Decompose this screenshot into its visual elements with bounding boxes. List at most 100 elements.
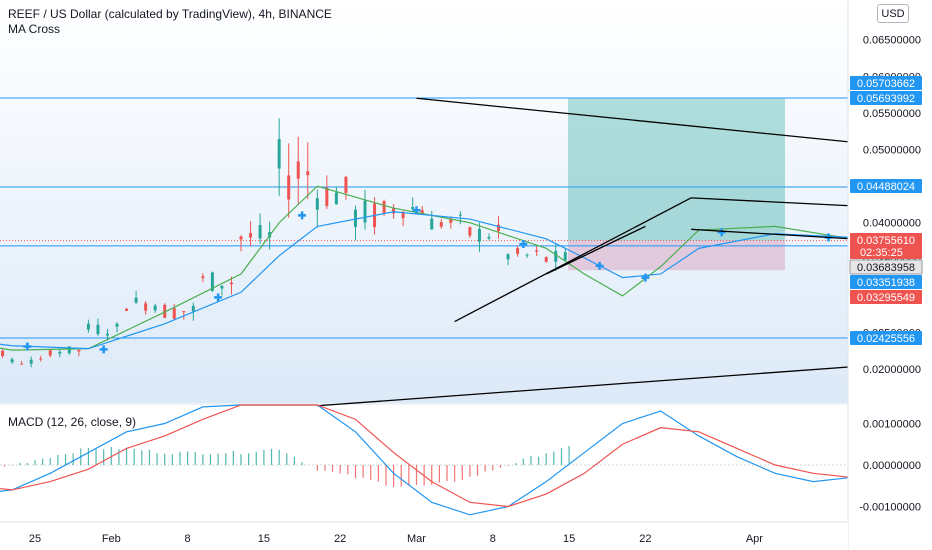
macd-histogram-bar [499, 465, 502, 468]
ma-cross-marker [641, 273, 650, 282]
macd-histogram-bar [255, 451, 257, 465]
macd-histogram-bar [370, 465, 372, 481]
macd-tick-label: -0.00100000 [859, 502, 921, 514]
macd-legend: MACD (12, 26, close, 9) [8, 415, 137, 429]
macd-histogram-bar [408, 465, 410, 486]
candle-body [220, 285, 224, 289]
macd-histogram-bar [26, 463, 28, 465]
macd-histogram-bar [156, 453, 158, 465]
candle-body [39, 358, 43, 360]
candle-body [401, 211, 405, 219]
trend-line [691, 228, 932, 245]
macd-histogram-bar [164, 453, 166, 465]
candle-body [563, 252, 567, 261]
candle-body [277, 139, 281, 169]
macd-histogram-bar [209, 454, 212, 465]
ma-cross-legend: MA Cross [8, 22, 61, 36]
candle-body [10, 359, 14, 363]
candles [1, 118, 567, 368]
candle-body [497, 224, 501, 232]
countdown-label: 02:35:25 [860, 247, 903, 259]
macd-histogram-bar [400, 465, 402, 487]
macd-histogram-bar [446, 465, 448, 482]
price-axis[interactable]: 0.020000000.025000000.030000000.03500000… [847, 0, 932, 550]
macd-histogram-bar [545, 453, 547, 465]
price-tag [850, 331, 922, 345]
candle-body [382, 201, 386, 213]
macd-histogram-bar [377, 465, 379, 482]
price-tag-label: 0.05693992 [857, 93, 915, 105]
candle-body [115, 323, 119, 327]
time-tick-label: 15 [563, 533, 575, 545]
trend-line [691, 197, 932, 211]
candle-body [544, 257, 548, 262]
macd-histogram-bar [194, 452, 196, 465]
macd-histogram-bar [553, 451, 555, 465]
time-axis[interactable]: 25 Feb 8 15 22 Mar 8 15 22 Apr [0, 521, 848, 550]
plot-background [0, 0, 848, 405]
candle-body [487, 236, 491, 239]
macd-histogram-bar [454, 465, 456, 482]
macd-histogram-bar [263, 449, 265, 465]
candle-body [334, 192, 338, 205]
candle-body [439, 222, 443, 227]
currency-button[interactable]: USD [877, 4, 909, 23]
macd-histogram-bar [125, 447, 128, 465]
candle-body [392, 208, 396, 214]
macd-histogram-bar [118, 449, 120, 465]
candle-body [420, 210, 424, 215]
trend-lines[interactable] [317, 97, 932, 407]
candle-body [344, 176, 348, 193]
candle-body [20, 363, 24, 365]
ma-cross-marker [412, 206, 421, 215]
price-tick-label: 0.02000000 [863, 364, 921, 376]
macd-histogram-bar [3, 465, 6, 467]
time-tick-label: Feb [102, 533, 121, 545]
macd-histogram-bar [469, 465, 471, 477]
ma-cross-marker [23, 342, 32, 351]
time-tick-label: 22 [334, 533, 346, 545]
macd-histogram-bar [522, 458, 524, 465]
ma-cross-marker [214, 293, 223, 302]
candle-body [86, 323, 90, 330]
macd-histogram-bar [148, 449, 151, 465]
macd-histogram-bar [507, 465, 509, 466]
macd-histogram-bar [530, 456, 532, 465]
candle-body [325, 187, 329, 206]
macd-histogram-bar [110, 446, 112, 465]
macd-histogram-bar [537, 456, 540, 465]
candle-body [29, 359, 33, 364]
macd-tick-label: 0.00100000 [863, 419, 921, 431]
macd-histogram-bar [362, 465, 364, 478]
price-tag [850, 179, 922, 193]
candle-body [525, 254, 529, 256]
macd-histogram-bar [141, 450, 143, 465]
macd-histogram-bar [560, 448, 563, 465]
ma-cross-marker [298, 211, 307, 220]
candle-body [96, 324, 100, 335]
candle-body [477, 228, 481, 242]
candle-body [535, 250, 539, 252]
candle-body [125, 308, 129, 311]
macd-line-macd [0, 404, 852, 516]
macd-tick-label: 0.00000000 [863, 460, 921, 472]
candle-body [48, 350, 52, 356]
time-tick-label: 25 [29, 533, 41, 545]
macd-histogram-bar [87, 447, 90, 465]
price-tag [850, 290, 922, 304]
macd-histogram-bar [415, 465, 418, 485]
macd-histogram-bar [64, 454, 67, 465]
time-tick-label: 8 [490, 533, 496, 545]
macd-histogram-bar [568, 445, 570, 465]
time-axis-bg [0, 522, 848, 550]
candle-body [229, 282, 233, 285]
price-tag [850, 275, 922, 289]
macd-histogram-bar [324, 465, 326, 471]
candle-body [249, 233, 253, 238]
macd-histogram-bar [225, 453, 227, 465]
candle-body [315, 198, 319, 210]
ma-cross-marker [595, 261, 604, 270]
candle-body [468, 227, 472, 236]
horizontal-levels[interactable] [0, 97, 848, 339]
